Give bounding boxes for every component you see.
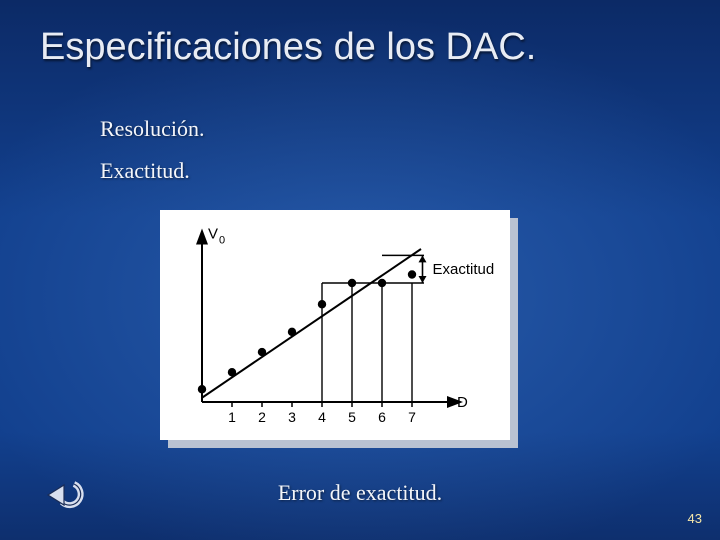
svg-text:4: 4 xyxy=(318,409,326,425)
page-number: 43 xyxy=(688,511,702,526)
svg-text:2: 2 xyxy=(258,409,266,425)
slide-title: Especificaciones de los DAC. xyxy=(40,26,680,69)
svg-text:1: 1 xyxy=(228,409,236,425)
svg-text:D: D xyxy=(457,394,468,411)
svg-text:6: 6 xyxy=(378,409,386,425)
svg-text:0: 0 xyxy=(219,235,225,247)
figure-caption: Error de exactitud. xyxy=(0,480,720,506)
svg-text:V: V xyxy=(208,226,218,243)
chart-canvas: 1 2 3 4 5 6 7 V0 D Exactitud xyxy=(160,210,510,440)
bullet-resolucion: Resolución. xyxy=(100,116,205,142)
svg-text:Exactitud: Exactitud xyxy=(433,261,495,278)
svg-text:5: 5 xyxy=(348,409,356,425)
back-icon[interactable] xyxy=(44,480,88,510)
accuracy-chart: 1 2 3 4 5 6 7 V0 D Exactitud xyxy=(160,210,510,440)
svg-text:3: 3 xyxy=(288,409,296,425)
svg-text:7: 7 xyxy=(408,409,416,425)
bullet-exactitud: Exactitud. xyxy=(100,158,190,184)
